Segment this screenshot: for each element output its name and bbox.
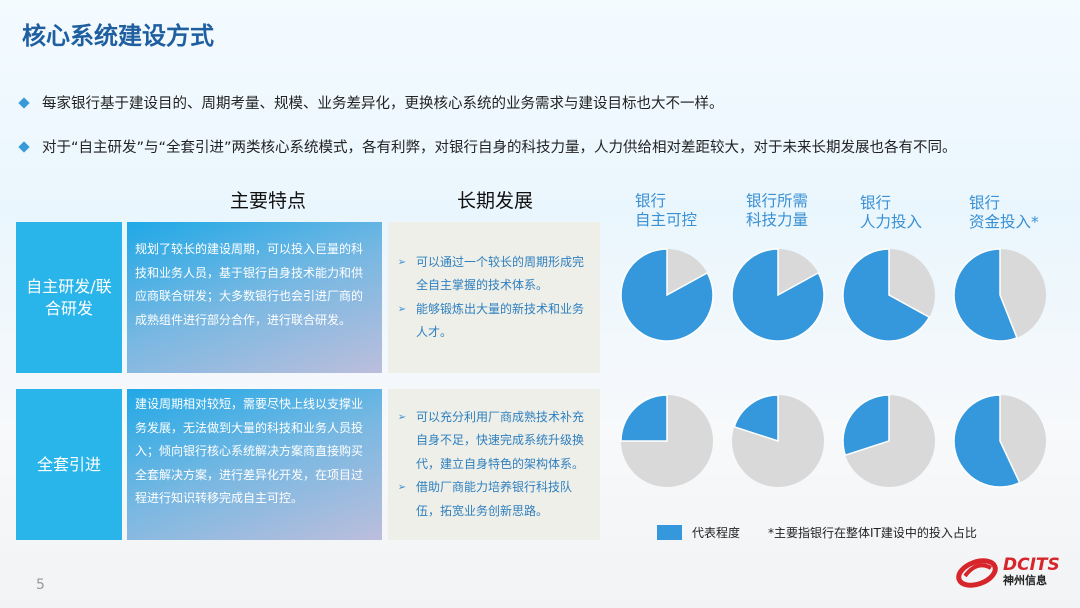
pie-chart	[842, 248, 935, 342]
long-term-item: ➢ 可以通过一个较长的周期形成完全自主掌握的技术体系。	[388, 251, 592, 298]
long-term-item: ➢ 能够锻炼出大量的新技术和业务人才。	[388, 298, 592, 345]
long-term-item: ➢ 可以充分利用厂商成熟技术补充自身不足，快速完成系统升级换代，建立自身特色的架构…	[388, 406, 592, 477]
bullet-text: 对于“自主研发”与“全套引进”两类核心系统模式，各有利弊，对银行自身的科技力量，…	[42, 140, 957, 156]
pie-chart	[842, 394, 935, 487]
pie-chart	[953, 394, 1046, 488]
pie-chart	[620, 248, 714, 342]
row-label: 全套引进	[16, 389, 122, 540]
bullet-text: 每家银行基于建设目的、周期考量、规模、业务差异化，更换核心系统的业务需求与建设目…	[42, 96, 724, 112]
pie-label: 银行 人力投入	[860, 194, 923, 231]
page-title: 核心系统建设方式	[22, 22, 214, 50]
arrow-bullet-icon: ➢	[397, 303, 407, 315]
pie-charts	[620, 248, 1046, 488]
pie-chart	[953, 248, 1046, 342]
pie-chart	[620, 394, 713, 487]
legend-swatch	[657, 525, 682, 540]
pie-slice-represented	[842, 248, 931, 342]
pie-slice-represented	[953, 248, 1018, 342]
column-header-long-term: 长期发展	[456, 190, 533, 212]
pie-slice-represented	[733, 394, 779, 443]
arrow-bullet-icon: ➢	[397, 411, 407, 423]
row-label: 自主研发/联合研发	[16, 222, 122, 373]
page-number: 5	[36, 577, 45, 593]
pie-chart	[731, 248, 825, 342]
pie-slice-represented	[842, 394, 890, 457]
logo-mark-icon	[956, 558, 998, 588]
row-features: 建设周期相对较短，需要尽快上线以支撑业务发展，无法做到大量的科技和业务人员投入；…	[127, 389, 382, 540]
diamond-bullet-icon	[18, 96, 30, 109]
row-long-term: ➢ 可以通过一个较长的周期形成完全自主掌握的技术体系。 ➢ 能够锻炼出大量的新技术和…	[388, 222, 600, 373]
row-long-term: ➢ 可以充分利用厂商成熟技术补充自身不足，快速完成系统升级换代，建立自身特色的架构…	[388, 389, 600, 540]
bullet-item: 每家银行基于建设目的、周期考量、规模、业务差异化，更换核心系统的业务需求与建设目…	[18, 92, 724, 113]
pie-slice-represented	[731, 248, 825, 342]
pie-label: 银行 资金投入*	[969, 194, 1039, 231]
column-header-features: 主要特点	[229, 190, 306, 212]
pie-slice-represented	[620, 248, 714, 342]
row-features: 规划了较长的建设周期，可以投入巨量的科技和业务人员，基于银行自身技术能力和供应商…	[127, 222, 382, 373]
pie-label: 银行所需 科技力量	[746, 192, 809, 229]
long-term-item: ➢ 借助厂商能力培养银行科技队伍，拓宽业务创新思路。	[388, 476, 592, 523]
legend: 代表程度 *主要指银行在整体IT建设中的投入占比	[657, 524, 977, 541]
pie-slice-represented	[953, 394, 1021, 488]
legend-label: 代表程度	[692, 526, 741, 540]
diamond-bullet-icon	[18, 140, 30, 153]
pie-label: 银行 自主可控	[635, 192, 698, 229]
arrow-bullet-icon: ➢	[397, 482, 407, 494]
footnote: *主要指银行在整体IT建设中的投入占比	[768, 526, 977, 540]
bullet-item: 对于“自主研发”与“全套引进”两类核心系统模式，各有利弊，对银行自身的科技力量，…	[18, 136, 957, 157]
pie-chart	[732, 394, 824, 487]
company-logo: DCITS 神州信息	[955, 556, 1060, 588]
arrow-bullet-icon: ➢	[397, 256, 407, 268]
pie-slice-represented	[620, 394, 668, 442]
